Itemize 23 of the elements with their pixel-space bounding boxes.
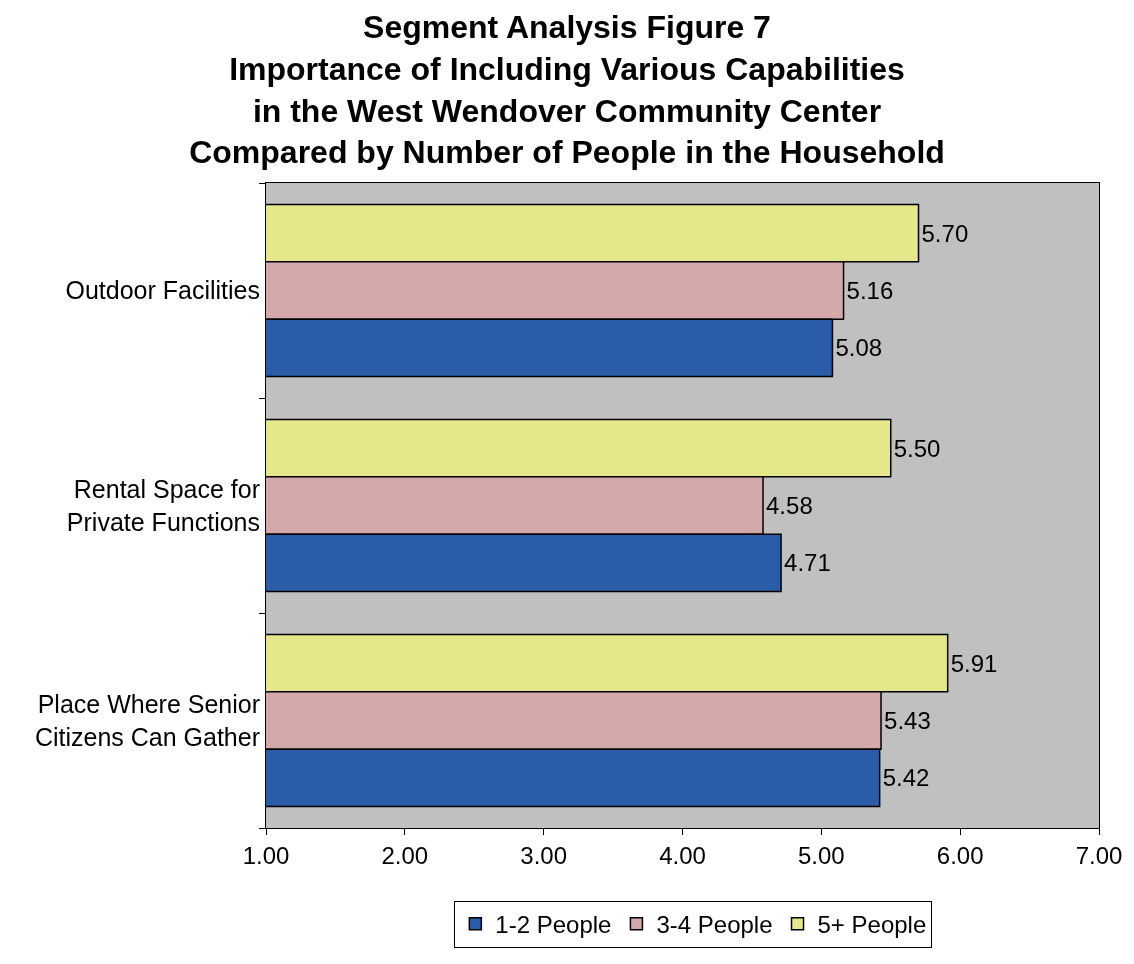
data-label: 5.42 bbox=[882, 764, 930, 792]
data-label: 5.91 bbox=[950, 649, 998, 677]
data-label: 5.70 bbox=[921, 219, 969, 247]
data-label: 5.43 bbox=[884, 707, 931, 734]
y-tick-label: Rental Space for Private Functions bbox=[66, 475, 260, 536]
data-label: 4.58 bbox=[766, 492, 813, 519]
y-tick-label: Place Where Senior Citizens Can Gather bbox=[34, 690, 260, 751]
data-label: 5.50 bbox=[893, 434, 941, 462]
x-tick-label: 2.00 bbox=[381, 841, 429, 869]
legend-label: 5+ People bbox=[817, 911, 927, 939]
x-tick-label: 1.00 bbox=[242, 841, 290, 869]
x-tick-label: 5.00 bbox=[797, 841, 845, 869]
y-tick-label: Outdoor Facilities bbox=[65, 276, 260, 305]
x-tick-label: 6.00 bbox=[936, 841, 984, 869]
legend-label: 3-4 People bbox=[656, 911, 773, 939]
data-label: 5.16 bbox=[846, 277, 894, 304]
data-label: 4.71 bbox=[784, 549, 831, 577]
x-tick-label: 3.00 bbox=[520, 841, 568, 869]
x-tick-label: 7.00 bbox=[1075, 841, 1123, 869]
legend-label: 1-2 People bbox=[495, 911, 612, 939]
chart-title: Segment Analysis Figure 7 Importance of Including Various Capabilities in the West Wendover Community Center Compared by Number of People in the Household bbox=[189, 9, 945, 171]
data-label: 5.08 bbox=[835, 334, 883, 362]
x-tick-label: 4.00 bbox=[659, 841, 706, 869]
